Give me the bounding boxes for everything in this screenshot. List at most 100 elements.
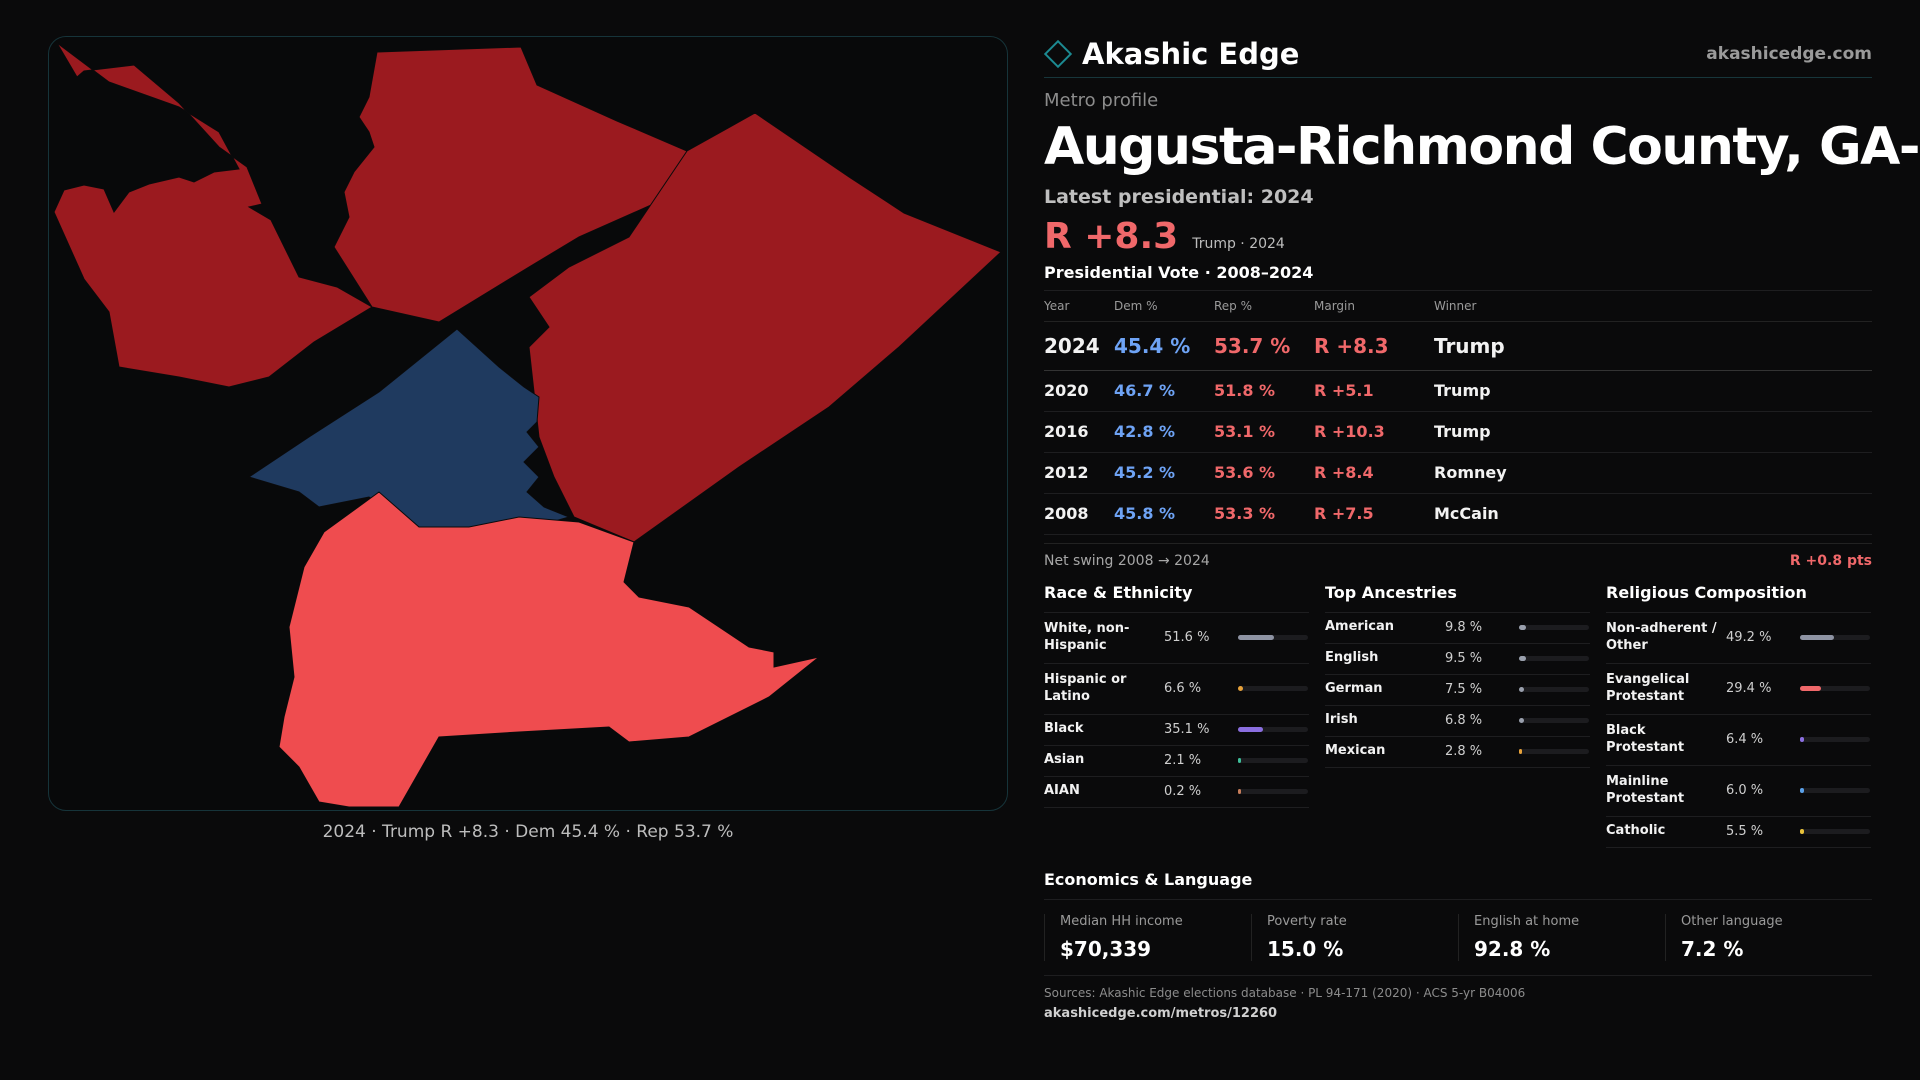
share-bar-fill: [1519, 749, 1522, 755]
item-value: 29.4 %: [1726, 681, 1772, 697]
year-cell: 2024: [1044, 321, 1114, 371]
econ-card-english: English at home 92.8 %: [1458, 913, 1665, 961]
item-label: German: [1325, 681, 1383, 697]
dem-cell: 42.8 %: [1114, 411, 1214, 453]
share-bar: [1800, 737, 1870, 743]
item-label: American: [1325, 619, 1395, 635]
item-label: Black Protestant: [1606, 722, 1685, 755]
item-label: Asian: [1044, 752, 1085, 768]
list-item: Irish 6.8 %: [1325, 706, 1590, 737]
item-label: White, non-Hispanic: [1044, 620, 1130, 653]
share-bar: [1238, 686, 1308, 692]
item-value: 35.1 %: [1164, 722, 1210, 738]
card-label: Poverty rate: [1267, 913, 1347, 929]
latest-margin-value: R +8.3: [1044, 216, 1179, 258]
share-bar-fill: [1238, 789, 1241, 795]
item-label: Black: [1044, 721, 1084, 737]
county-northwest[interactable]: [53, 42, 373, 388]
winner-cell: Trump: [1434, 411, 1872, 453]
presidential-vote-title: Presidential Vote · 2008–2024: [1044, 263, 1872, 292]
religion-section: Religious Composition Non-adherent / Oth…: [1606, 583, 1871, 848]
share-bar-fill: [1800, 635, 1835, 641]
header-dem: Dem %: [1114, 291, 1214, 322]
share-bar-fill: [1238, 758, 1241, 764]
net-swing: Net swing 2008 → 2024 R +0.8 pts: [1044, 542, 1872, 569]
list-item: Catholic 5.5 %: [1606, 817, 1871, 848]
race-ethnicity-title: Race & Ethnicity: [1044, 583, 1309, 613]
list-item: Mainline Protestant 6.0 %: [1606, 766, 1871, 817]
brand-header: Akashic Edge akashicedge.com: [1043, 30, 1872, 78]
diamond-logo-icon: [1043, 39, 1073, 68]
profile-panel: Akashic Edge akashicedge.com Metro profi…: [1043, 30, 1920, 1021]
county-central-dem[interactable]: [247, 328, 571, 538]
source-url-link[interactable]: akashicedge.com/metros/12260: [1044, 1005, 1278, 1021]
rep-cell: 53.7 %: [1214, 321, 1314, 371]
list-item: Black Protestant 6.4 %: [1606, 715, 1871, 766]
share-bar-fill: [1800, 686, 1821, 692]
religion-title: Religious Composition: [1606, 583, 1871, 613]
sources-note: Sources: Akashic Edge elections database…: [1044, 985, 1526, 1000]
latest-presidential-label: Latest presidential: 2024: [1044, 186, 1314, 209]
ancestries-title: Top Ancestries: [1325, 583, 1590, 613]
county-north[interactable]: [333, 46, 688, 323]
card-label: English at home: [1474, 913, 1580, 929]
share-bar-fill: [1519, 625, 1526, 631]
list-item: White, non-Hispanic 51.6 %: [1044, 613, 1309, 664]
county-northeast[interactable]: [528, 112, 1002, 543]
item-value: 7.5 %: [1445, 682, 1483, 698]
economics-cards: Median HH income $70,339 Poverty rate 15…: [1044, 913, 1872, 976]
year-cell: 2012: [1044, 452, 1114, 494]
share-bar: [1519, 625, 1589, 631]
year-cell: 2008: [1044, 493, 1114, 535]
item-value: 0.2 %: [1164, 784, 1202, 800]
list-item: Asian 2.1 %: [1044, 746, 1309, 777]
econ-card-other-language: Other language 7.2 %: [1665, 913, 1872, 961]
dem-cell: 46.7 %: [1114, 370, 1214, 412]
brand-name: Akashic Edge: [1082, 36, 1300, 71]
table-row[interactable]: 2016 42.8 % 53.1 % R +10.3 Trump: [1044, 411, 1872, 453]
margin-cell: R +7.5: [1314, 493, 1434, 535]
item-label: Non-adherent / Other: [1606, 620, 1717, 653]
item-label: Mainline Protestant: [1606, 773, 1685, 806]
net-swing-label: Net swing 2008 → 2024: [1044, 552, 1210, 569]
header-winner: Winner: [1434, 291, 1872, 322]
metro-map[interactable]: [48, 36, 1008, 811]
table-row[interactable]: 2012 45.2 % 53.6 % R +8.4 Romney: [1044, 452, 1872, 494]
share-bar-fill: [1519, 687, 1525, 693]
item-value: 2.1 %: [1164, 753, 1202, 769]
card-value: 92.8 %: [1474, 936, 1551, 961]
list-item: Evangelical Protestant 29.4 %: [1606, 664, 1871, 715]
county-south[interactable]: [278, 491, 820, 808]
table-row[interactable]: 2024 45.4 % 53.7 % R +8.3 Trump: [1044, 321, 1872, 371]
rep-cell: 53.1 %: [1214, 411, 1314, 453]
item-value: 6.0 %: [1726, 783, 1764, 799]
share-bar-fill: [1238, 635, 1275, 641]
winner-cell: Trump: [1434, 321, 1872, 371]
eyebrow: Metro profile: [1044, 90, 1159, 111]
dem-cell: 45.2 %: [1114, 452, 1214, 494]
item-value: 9.8 %: [1445, 620, 1483, 636]
item-label: Hispanic or Latino: [1044, 671, 1127, 704]
card-value: $70,339: [1060, 936, 1152, 961]
brand[interactable]: Akashic Edge: [1043, 36, 1300, 71]
map-caption: 2024 · Trump R +8.3 · Dem 45.4 % · Rep 5…: [322, 822, 734, 842]
share-bar-fill: [1238, 686, 1243, 692]
brand-url-link[interactable]: akashicedge.com: [1706, 43, 1872, 64]
share-bar-fill: [1238, 727, 1263, 733]
item-value: 2.8 %: [1445, 744, 1483, 760]
table-row[interactable]: 2020 46.7 % 51.8 % R +5.1 Trump: [1044, 370, 1872, 412]
year-cell: 2020: [1044, 370, 1114, 412]
item-label: Catholic: [1606, 823, 1666, 839]
header-margin: Margin: [1314, 291, 1434, 322]
item-value: 6.8 %: [1445, 713, 1483, 729]
list-item: German 7.5 %: [1325, 675, 1590, 706]
margin-cell: R +8.4: [1314, 452, 1434, 494]
share-bar-fill: [1519, 656, 1526, 662]
rep-cell: 53.3 %: [1214, 493, 1314, 535]
table-row[interactable]: 2008 45.8 % 53.3 % R +7.5 McCain: [1044, 493, 1872, 535]
margin-cell: R +5.1: [1314, 370, 1434, 412]
item-label: Evangelical Protestant: [1606, 671, 1690, 704]
item-value: 5.5 %: [1726, 824, 1764, 840]
share-bar: [1800, 829, 1870, 835]
item-value: 9.5 %: [1445, 651, 1483, 667]
